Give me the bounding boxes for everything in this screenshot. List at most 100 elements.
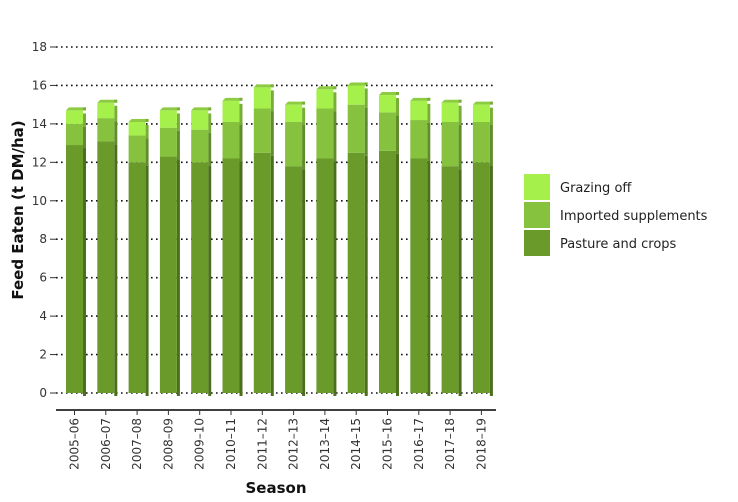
bar-side <box>302 107 306 125</box>
x-tick-label: 2012–13 <box>287 418 301 470</box>
bar-side <box>364 88 368 108</box>
bar-segment <box>66 145 83 393</box>
x-tick-label: 2008–09 <box>161 418 175 470</box>
bar-segment <box>441 121 459 167</box>
bar-segment <box>191 162 209 393</box>
bar-side <box>489 124 493 166</box>
bar-segment <box>441 102 459 122</box>
bar-segment <box>222 158 240 393</box>
bar-side <box>176 130 180 160</box>
bar-side <box>83 126 86 149</box>
bar-segment <box>410 158 428 393</box>
bar-top <box>347 82 368 86</box>
bar-segment <box>128 121 146 136</box>
bar-side <box>145 165 149 396</box>
bar-segment <box>285 121 303 167</box>
bar-top <box>441 99 462 103</box>
bar-top <box>316 86 337 90</box>
bar-top <box>159 107 180 111</box>
bar-segment <box>316 108 334 159</box>
bar-side <box>83 148 86 396</box>
y-tick-label: 16 <box>32 78 47 92</box>
bar-side <box>333 92 337 112</box>
bar-top-corner <box>364 82 368 86</box>
bar-top-corner <box>239 97 243 101</box>
legend: Grazing off Imported supplements Pasture a… <box>524 174 708 256</box>
bar-segment <box>410 100 428 121</box>
bar-segment <box>159 127 177 157</box>
bar-segment <box>191 110 209 130</box>
bar-segment <box>191 129 209 163</box>
y-tick-label: 2 <box>39 348 47 362</box>
x-tick-label: 2016–17 <box>412 418 426 470</box>
y-tick-label: 8 <box>39 232 47 246</box>
legend-swatch <box>524 230 550 256</box>
bar-side <box>396 98 399 116</box>
y-tick-label: 4 <box>39 309 47 323</box>
x-tick-label: 2011–12 <box>255 418 269 470</box>
bar-top-corner <box>333 86 337 90</box>
bar-side <box>145 124 149 139</box>
bar-segment <box>253 108 271 153</box>
bar-side <box>239 161 243 396</box>
bar-segment <box>97 118 115 142</box>
bar-segment <box>253 152 271 393</box>
bar-side <box>489 165 493 396</box>
y-tick-label: 14 <box>32 117 47 131</box>
bar-segment <box>472 121 490 163</box>
bar-side <box>83 113 86 127</box>
bar-side <box>145 138 149 166</box>
legend-swatch <box>524 202 550 228</box>
bar-side <box>302 169 306 396</box>
bar-side <box>270 90 274 112</box>
bar-side <box>176 113 180 131</box>
legend-label: Imported supplements <box>560 209 708 224</box>
bar-segment <box>441 166 459 393</box>
bar-top <box>253 84 274 88</box>
bar-segment <box>347 104 365 153</box>
bar-top-corner <box>176 107 180 111</box>
x-tick-label: 2018–19 <box>474 418 488 470</box>
bar-top-corner <box>114 99 118 103</box>
bar-side <box>114 144 118 396</box>
bar-top <box>285 101 306 105</box>
bar-segment <box>347 152 365 393</box>
bar-segment <box>128 135 146 163</box>
y-axis: 0 2 4 6 8 10 12 14 16 18 <box>32 40 56 400</box>
bar-segment <box>128 162 146 393</box>
gridlines <box>56 46 496 394</box>
x-tick-label: 2007–08 <box>130 418 144 470</box>
bar-top <box>222 97 243 101</box>
bar-side <box>333 111 337 162</box>
bar-segment <box>222 100 240 122</box>
bar-segment <box>159 110 177 128</box>
x-tick-label: 2010–11 <box>224 418 238 470</box>
bar-side <box>396 153 399 396</box>
bar-segment <box>379 112 396 151</box>
y-tick-label: 6 <box>39 271 47 285</box>
x-tick-label: 2017–18 <box>443 418 457 470</box>
bar-side <box>427 103 431 124</box>
bar-top-corner <box>458 99 462 103</box>
x-tick-label: 2013–14 <box>318 418 332 470</box>
bar-segment <box>222 121 240 159</box>
bar-segment <box>472 162 490 393</box>
bar-side <box>364 155 368 396</box>
bar-side <box>270 111 274 156</box>
bar-side <box>176 159 180 396</box>
bar-segment <box>253 87 271 109</box>
bar-side <box>114 121 118 145</box>
legend-label: Grazing off <box>560 181 632 196</box>
bar-top-corner <box>83 107 86 111</box>
x-axis-title: Season <box>245 479 306 497</box>
x-axis: 2005–06 2006–07 2007–08 2008–09 2009–10 2010–… <box>68 410 488 470</box>
bar-top <box>379 92 399 96</box>
bar-side <box>114 105 118 122</box>
x-tick-label: 2005–06 <box>68 418 82 470</box>
bar-side <box>458 105 462 125</box>
bar-side <box>427 123 431 162</box>
bar-top <box>472 101 493 105</box>
bar-top <box>191 107 212 111</box>
bar-top <box>128 118 149 122</box>
bar-top <box>410 97 431 101</box>
